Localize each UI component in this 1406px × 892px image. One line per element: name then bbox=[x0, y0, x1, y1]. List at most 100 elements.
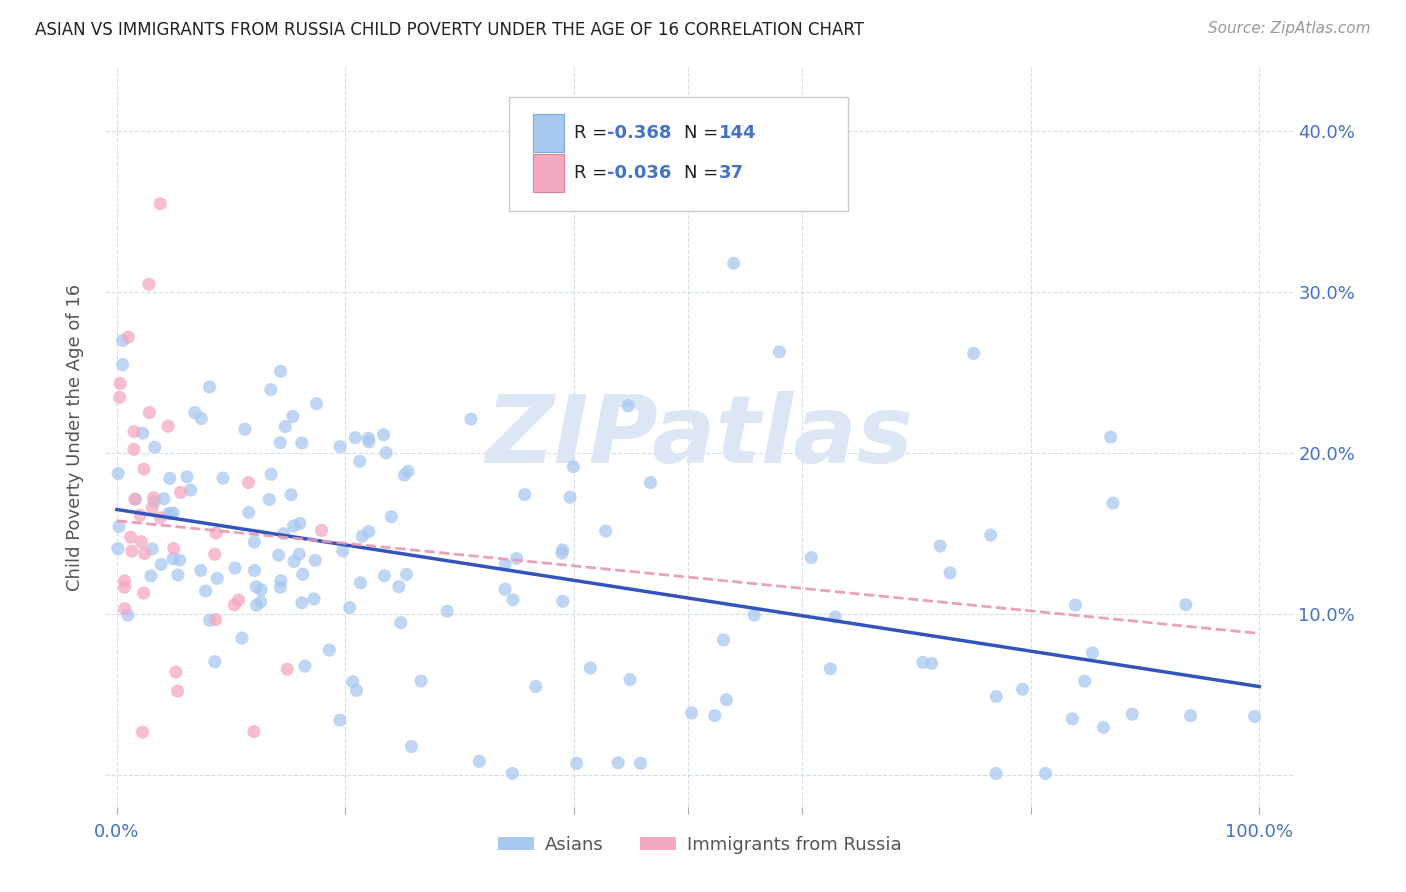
Point bbox=[939, 566, 962, 580]
Point bbox=[494, 558, 516, 572]
Point bbox=[245, 580, 267, 594]
Point bbox=[342, 674, 364, 689]
Point bbox=[339, 600, 361, 615]
Point bbox=[274, 419, 297, 434]
Point bbox=[157, 507, 180, 521]
Point bbox=[120, 530, 142, 544]
Text: -0.036: -0.036 bbox=[607, 164, 671, 182]
Text: R =: R = bbox=[574, 124, 613, 142]
Point bbox=[640, 475, 662, 490]
Text: -0.368: -0.368 bbox=[607, 124, 671, 142]
Point bbox=[921, 657, 943, 671]
Point bbox=[401, 739, 423, 754]
Point bbox=[551, 543, 574, 558]
Point bbox=[742, 608, 765, 623]
Point bbox=[349, 454, 371, 468]
Point bbox=[595, 524, 617, 538]
Point bbox=[238, 475, 260, 490]
Point bbox=[1081, 646, 1104, 660]
Point bbox=[820, 662, 842, 676]
Point bbox=[380, 509, 402, 524]
Point bbox=[768, 344, 790, 359]
Point bbox=[1073, 674, 1095, 689]
Text: 37: 37 bbox=[718, 164, 744, 182]
Point bbox=[1121, 707, 1143, 722]
Point bbox=[204, 613, 226, 627]
Point bbox=[1062, 712, 1084, 726]
Point bbox=[703, 708, 725, 723]
Point bbox=[131, 725, 153, 739]
Point bbox=[142, 491, 165, 505]
Point bbox=[165, 665, 187, 679]
Point bbox=[617, 399, 640, 413]
Point bbox=[291, 567, 314, 582]
Point bbox=[269, 580, 291, 594]
Point bbox=[139, 569, 162, 583]
Point bbox=[513, 488, 536, 502]
Point bbox=[143, 494, 166, 508]
FancyBboxPatch shape bbox=[509, 96, 848, 211]
Point bbox=[190, 411, 212, 425]
Point bbox=[152, 491, 174, 506]
Point bbox=[260, 383, 283, 397]
Point bbox=[311, 524, 333, 538]
Point bbox=[269, 435, 291, 450]
Point bbox=[134, 546, 156, 560]
Point bbox=[205, 526, 228, 541]
Point bbox=[630, 756, 652, 771]
FancyBboxPatch shape bbox=[533, 153, 564, 192]
Point bbox=[329, 440, 352, 454]
Point bbox=[375, 446, 398, 460]
Text: 144: 144 bbox=[718, 124, 756, 142]
Point bbox=[349, 575, 371, 590]
Point bbox=[524, 680, 547, 694]
Point bbox=[1035, 766, 1057, 780]
Point bbox=[273, 526, 295, 541]
Point bbox=[176, 470, 198, 484]
Point bbox=[357, 434, 380, 449]
Point bbox=[107, 467, 129, 481]
Point bbox=[800, 550, 823, 565]
Point bbox=[713, 632, 735, 647]
Point bbox=[1243, 709, 1265, 723]
Point bbox=[245, 598, 267, 612]
Text: N =: N = bbox=[685, 164, 724, 182]
Point bbox=[110, 376, 132, 391]
Point bbox=[224, 598, 246, 612]
Point bbox=[122, 425, 145, 439]
Point bbox=[198, 613, 221, 627]
Point bbox=[190, 564, 212, 578]
Point bbox=[114, 574, 136, 588]
Y-axis label: Child Poverty Under the Age of 16: Child Poverty Under the Age of 16 bbox=[66, 284, 84, 591]
Point bbox=[280, 488, 302, 502]
Legend: Asians, Immigrants from Russia: Asians, Immigrants from Russia bbox=[491, 829, 908, 861]
Point bbox=[111, 358, 134, 372]
Point bbox=[1064, 598, 1087, 612]
Point bbox=[551, 594, 574, 608]
Point bbox=[352, 529, 374, 543]
Point bbox=[716, 692, 738, 706]
Point bbox=[346, 683, 368, 698]
Point bbox=[929, 539, 952, 553]
Point bbox=[332, 544, 354, 558]
Point bbox=[962, 346, 984, 360]
Point bbox=[723, 256, 745, 270]
Point bbox=[159, 507, 181, 521]
Point bbox=[551, 546, 574, 560]
Point bbox=[395, 567, 418, 582]
Point bbox=[373, 568, 395, 582]
Point bbox=[238, 505, 260, 519]
Point bbox=[1011, 682, 1033, 697]
Point bbox=[180, 483, 202, 497]
Point bbox=[288, 516, 311, 531]
Point bbox=[911, 656, 934, 670]
Point bbox=[159, 471, 181, 485]
Text: N =: N = bbox=[685, 124, 724, 142]
Point bbox=[228, 593, 250, 607]
Point bbox=[291, 436, 314, 450]
Point bbox=[138, 406, 160, 420]
Point bbox=[409, 673, 432, 688]
Point bbox=[389, 615, 412, 630]
Point bbox=[124, 492, 146, 507]
Point bbox=[257, 492, 280, 507]
